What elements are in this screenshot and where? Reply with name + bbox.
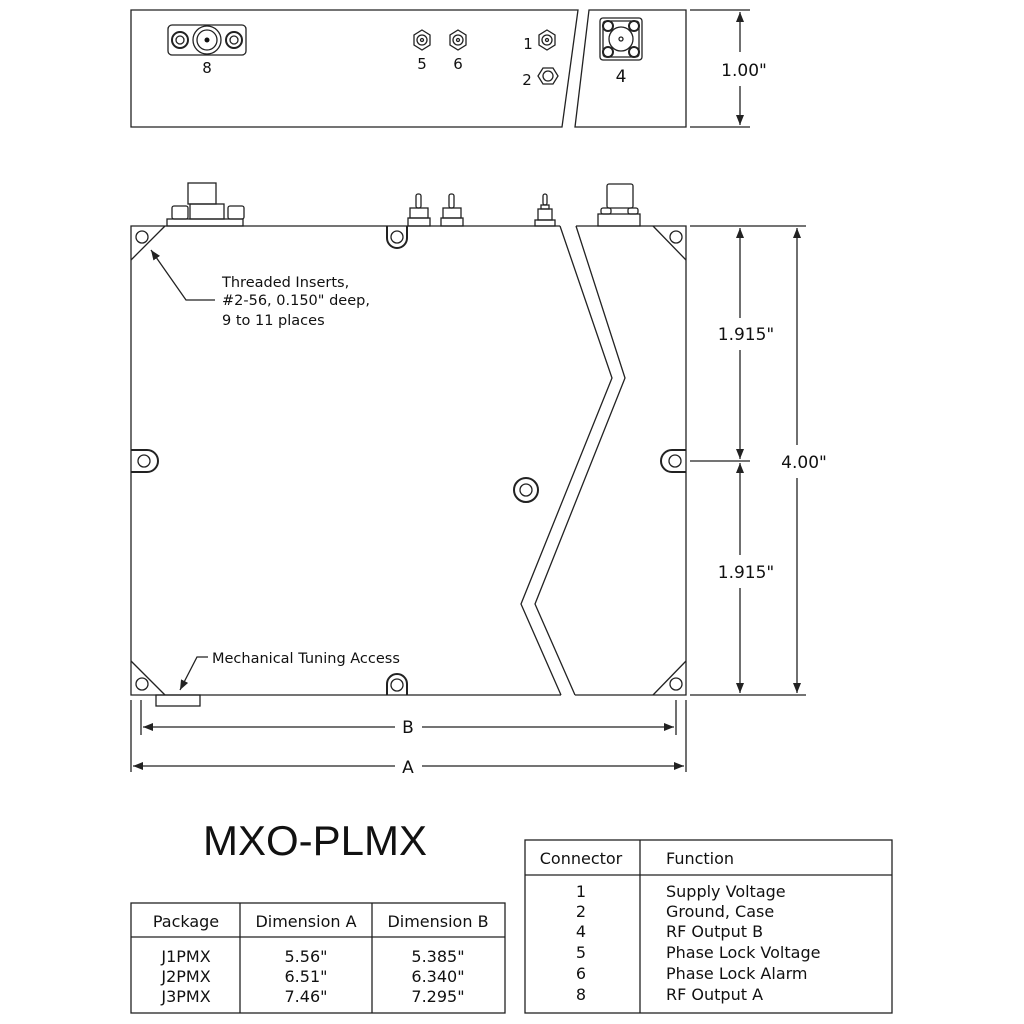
table-row: J1PMX 5.56" 5.385" xyxy=(160,947,464,966)
label-8: 8 xyxy=(202,59,212,77)
dim-total: 4.00" xyxy=(781,453,827,473)
connector-1-icon xyxy=(538,29,556,51)
connector-1-2-side-icon xyxy=(534,193,556,227)
table-row: 6 Phase Lock Alarm xyxy=(576,964,808,983)
svg-text:6.51": 6.51" xyxy=(285,967,328,986)
table-row: J3PMX 7.46" 7.295" xyxy=(160,987,464,1006)
svg-text:Phase Lock Voltage: Phase Lock Voltage xyxy=(666,943,820,962)
callout-tuning-access: Mechanical Tuning Access xyxy=(212,651,400,667)
svg-text:4: 4 xyxy=(576,922,586,941)
connector-2-icon xyxy=(537,67,559,85)
label-2: 2 xyxy=(522,71,532,89)
svg-text:J1PMX: J1PMX xyxy=(160,947,210,966)
svg-text:5: 5 xyxy=(576,943,586,962)
table-row: 1 Supply Voltage xyxy=(576,882,786,901)
table-row: 8 RF Output A xyxy=(576,985,763,1004)
connector-4-side-icon xyxy=(597,183,641,227)
svg-text:Supply Voltage: Supply Voltage xyxy=(666,882,786,901)
connector-6-icon xyxy=(449,29,467,51)
connector-6-side-icon xyxy=(440,193,464,227)
svg-text:J3PMX: J3PMX xyxy=(160,987,210,1006)
svg-text:1: 1 xyxy=(576,882,586,901)
svg-text:J2PMX: J2PMX xyxy=(160,967,210,986)
callout-threaded-inserts: Threaded Inserts, #2-56, 0.150" deep, 9 … xyxy=(221,275,375,329)
svg-text:Phase Lock Alarm: Phase Lock Alarm xyxy=(666,964,808,983)
table-row: 2 Ground, Case xyxy=(576,902,774,921)
svg-text:2: 2 xyxy=(576,902,586,921)
label-5: 5 xyxy=(417,55,427,73)
svg-text:6: 6 xyxy=(576,964,586,983)
threaded-insert-icon xyxy=(131,226,686,695)
connector-5-icon xyxy=(413,29,431,51)
top-view: 8 5 6 1 2 4 1.00" xyxy=(130,9,767,128)
svg-text:RF Output B: RF Output B xyxy=(666,922,763,941)
connector-8-icon xyxy=(167,24,247,56)
svg-text:7.46": 7.46" xyxy=(285,987,328,1006)
svg-text:5.56": 5.56" xyxy=(285,947,328,966)
package-table: Package Dimension A Dimension B J1PMX 5.… xyxy=(130,902,506,1014)
connector-table: Connector Function 1 Supply Voltage 2 Grou… xyxy=(524,839,893,1014)
header-dim-a: Dimension A xyxy=(255,912,356,931)
dim-b: B xyxy=(402,718,414,738)
label-1: 1 xyxy=(523,35,533,53)
connector-5-side-icon xyxy=(407,193,431,227)
page-title: MXO-PLMX xyxy=(203,817,427,864)
table-row: J2PMX 6.51" 6.340" xyxy=(160,967,464,986)
front-view: Threaded Inserts, #2-56, 0.150" deep, 9 … xyxy=(130,182,827,778)
svg-text:8: 8 xyxy=(576,985,586,1004)
header-package: Package xyxy=(153,912,219,931)
table-row: 4 RF Output B xyxy=(576,922,763,941)
svg-text:5.385": 5.385" xyxy=(411,947,464,966)
dim-upper: 1.915" xyxy=(718,325,775,345)
label-6: 6 xyxy=(453,55,463,73)
svg-text:Ground, Case: Ground, Case xyxy=(666,902,774,921)
header-connector: Connector xyxy=(540,849,623,868)
dim-a: A xyxy=(402,758,414,778)
svg-text:RF Output A: RF Output A xyxy=(666,985,763,1004)
tuning-access-icon xyxy=(155,477,539,707)
dim-height: 1.00" xyxy=(721,61,767,81)
dim-lower: 1.915" xyxy=(718,563,775,583)
connector-4-icon xyxy=(599,17,643,61)
connector-8-side-icon xyxy=(166,182,245,227)
svg-text:6.340": 6.340" xyxy=(411,967,464,986)
svg-text:7.295": 7.295" xyxy=(411,987,464,1006)
label-4: 4 xyxy=(616,67,627,87)
table-row: 5 Phase Lock Voltage xyxy=(576,943,821,962)
header-function: Function xyxy=(666,849,734,868)
header-dim-b: Dimension B xyxy=(387,912,488,931)
